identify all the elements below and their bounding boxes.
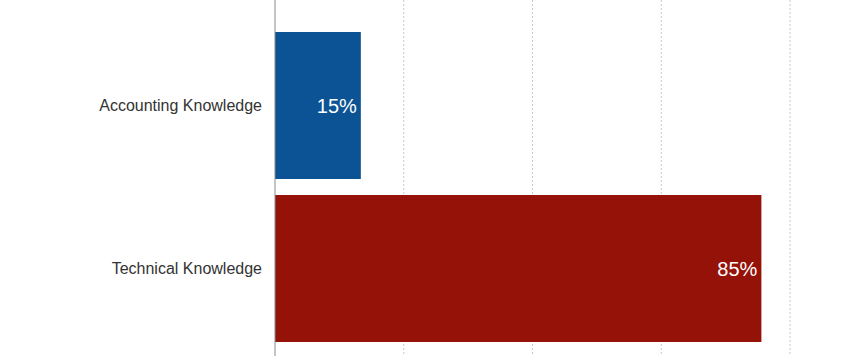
chart: Accounting Knowledge Technical Knowledge 1… bbox=[0, 0, 858, 356]
category-label: Technical Knowledge bbox=[112, 260, 262, 277]
data-label: 85% bbox=[717, 258, 757, 280]
axis-line bbox=[275, 0, 276, 356]
bar bbox=[275, 32, 361, 179]
grid-line bbox=[790, 0, 791, 356]
category-label: Accounting Knowledge bbox=[99, 97, 262, 114]
bars bbox=[275, 32, 761, 342]
bar bbox=[275, 195, 761, 342]
data-label: 15% bbox=[317, 95, 357, 117]
